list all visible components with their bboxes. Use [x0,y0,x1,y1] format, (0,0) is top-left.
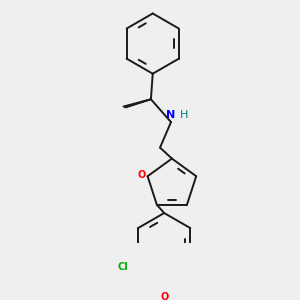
Text: O: O [160,292,168,300]
Text: H: H [180,110,188,120]
Text: Cl: Cl [117,262,128,272]
Text: N: N [167,110,176,120]
Text: O: O [138,170,146,180]
